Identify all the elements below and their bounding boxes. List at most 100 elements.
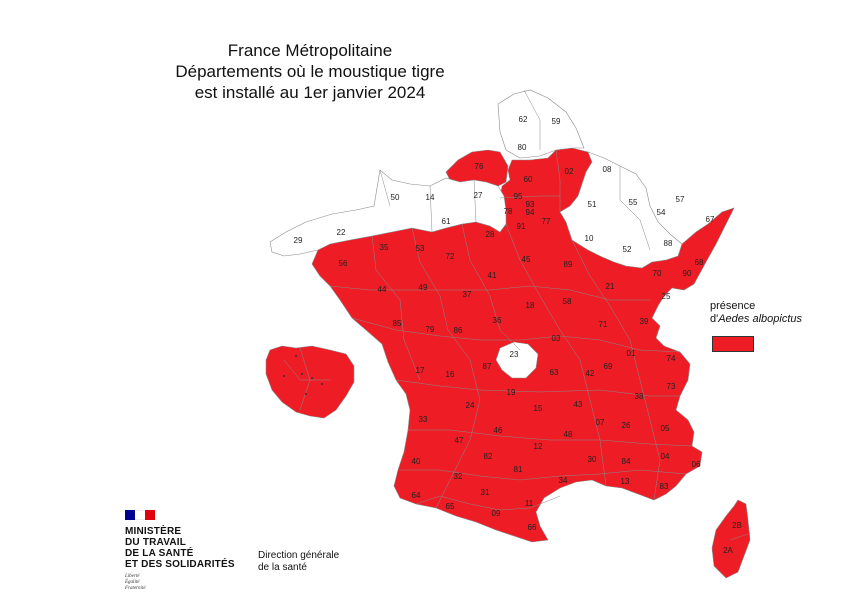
dept-label-42: 42 [586,369,595,378]
dept-label-59: 59 [552,117,561,126]
dept-label-05: 05 [661,424,670,433]
dept-label-19: 19 [507,388,516,397]
dept-label-24: 24 [466,401,475,410]
dept-label-78: 78 [504,207,513,216]
direction-line-1: Direction générale [258,550,340,561]
white-region-east [559,151,683,269]
dept-label-90: 90 [683,269,692,278]
dept-label-68: 68 [695,258,704,267]
infested-region-paris-inset [265,345,355,419]
dept-label-87: 87 [483,362,492,371]
dept-label-53: 53 [416,244,425,253]
dept-label-35: 35 [380,243,389,252]
dept-label-83: 83 [660,482,669,491]
dept-label-43: 43 [574,400,583,409]
dept-label-52: 52 [623,245,632,254]
dept-label-41: 41 [488,271,497,280]
dept-label-30: 30 [588,455,597,464]
dept-label-49: 49 [419,283,428,292]
paris-inset-labels [283,355,323,395]
legend-line-1: présence [710,300,756,312]
dept-label-22: 22 [337,228,346,237]
dept-label-80: 80 [518,143,527,152]
dept-label-62: 62 [519,115,528,124]
dept-label-69: 69 [604,362,613,371]
dept-label-36: 36 [493,316,502,325]
ministry-line-3: DE LA SANTÉ [125,548,194,559]
dept-label-03: 03 [552,334,561,343]
dept-label-28: 28 [486,230,495,239]
dept-label-79: 79 [426,325,435,334]
dept-label-54: 54 [657,208,666,217]
dept-label-14: 14 [426,193,435,202]
dept-label-86: 86 [454,326,463,335]
motto-egalite: Égalité [125,580,140,585]
legend-prefix: d' [710,313,719,325]
dept-label-27: 27 [474,191,483,200]
dept-label-55: 55 [629,198,638,207]
dept-label-01: 01 [627,349,636,358]
dept-label-2B: 2B [732,521,742,530]
dept-label-44: 44 [378,285,387,294]
ministry-name: MINISTÈRE DU TRAVAIL DE LA SANTÉ ET DES … [125,526,235,570]
dept-label-91: 91 [517,222,526,231]
dept-label-56: 56 [339,259,348,268]
dept-label-51: 51 [588,200,597,209]
map-legend: présence d'Aedes albopictus [710,300,802,326]
dept-label-17: 17 [416,366,425,375]
dept-label-48: 48 [564,430,573,439]
infested-region-corsica [711,499,751,579]
dept-label-2A: 2A [723,546,733,555]
dept-label-74: 74 [667,354,676,363]
dept-label-95: 95 [514,192,523,201]
title-line-2: Départements où le moustique tigre [175,62,445,81]
direction-generale: Direction générale de la santé [258,550,339,574]
dept-label-29: 29 [294,236,303,245]
direction-line-2: de la santé [258,562,307,573]
department-labels: 62 59 80 76 60 02 08 50 14 27 95 93 78 9… [294,115,742,555]
white-region-west [269,169,507,257]
dept-label-13: 13 [621,477,630,486]
dept-label-89: 89 [564,260,573,269]
dept-label-02: 02 [565,167,574,176]
dept-label-07: 07 [596,418,605,427]
dept-label-72: 72 [446,252,455,261]
dept-label-38: 38 [635,392,644,401]
dept-label-58: 58 [563,297,572,306]
dept-label-33: 33 [419,415,428,424]
title-line-3: est installé au 1er janvier 2024 [194,83,426,102]
dept-label-65: 65 [446,502,455,511]
dept-label-08: 08 [603,165,612,174]
dept-label-25: 25 [662,292,671,301]
dept-label-60: 60 [524,175,533,184]
republic-motto: Liberté Égalité Fraternité [125,574,235,592]
ministry-line-1: MINISTÈRE [125,526,182,537]
dept-label-31: 31 [481,488,490,497]
french-flag-icon [125,510,155,520]
white-region-23 [495,341,539,379]
dept-label-16: 16 [446,370,455,379]
dept-label-23: 23 [510,350,519,359]
dept-label-12: 12 [534,442,543,451]
dept-label-84: 84 [622,457,631,466]
dept-label-50: 50 [391,193,400,202]
dept-label-81: 81 [514,465,523,474]
dept-label-39: 39 [640,317,649,326]
dept-label-85: 85 [393,319,402,328]
ministry-line-2: DU TRAVAIL [125,537,187,548]
dept-label-21: 21 [606,282,615,291]
motto-liberte: Liberté [125,574,140,579]
dept-label-71: 71 [599,320,608,329]
dept-label-93: 93 [526,200,535,209]
dept-label-57: 57 [676,195,685,204]
dept-label-09: 09 [492,509,501,518]
legend-species: Aedes albopictus [718,313,802,325]
white-region-north [497,89,585,159]
dept-label-26: 26 [622,421,631,430]
dept-label-47: 47 [455,436,464,445]
dept-label-73: 73 [667,382,676,391]
legend-swatch-infested [712,336,754,352]
dept-label-32: 32 [454,472,463,481]
dept-label-61: 61 [442,217,451,226]
motto-fraternite: Fraternité [125,586,146,591]
